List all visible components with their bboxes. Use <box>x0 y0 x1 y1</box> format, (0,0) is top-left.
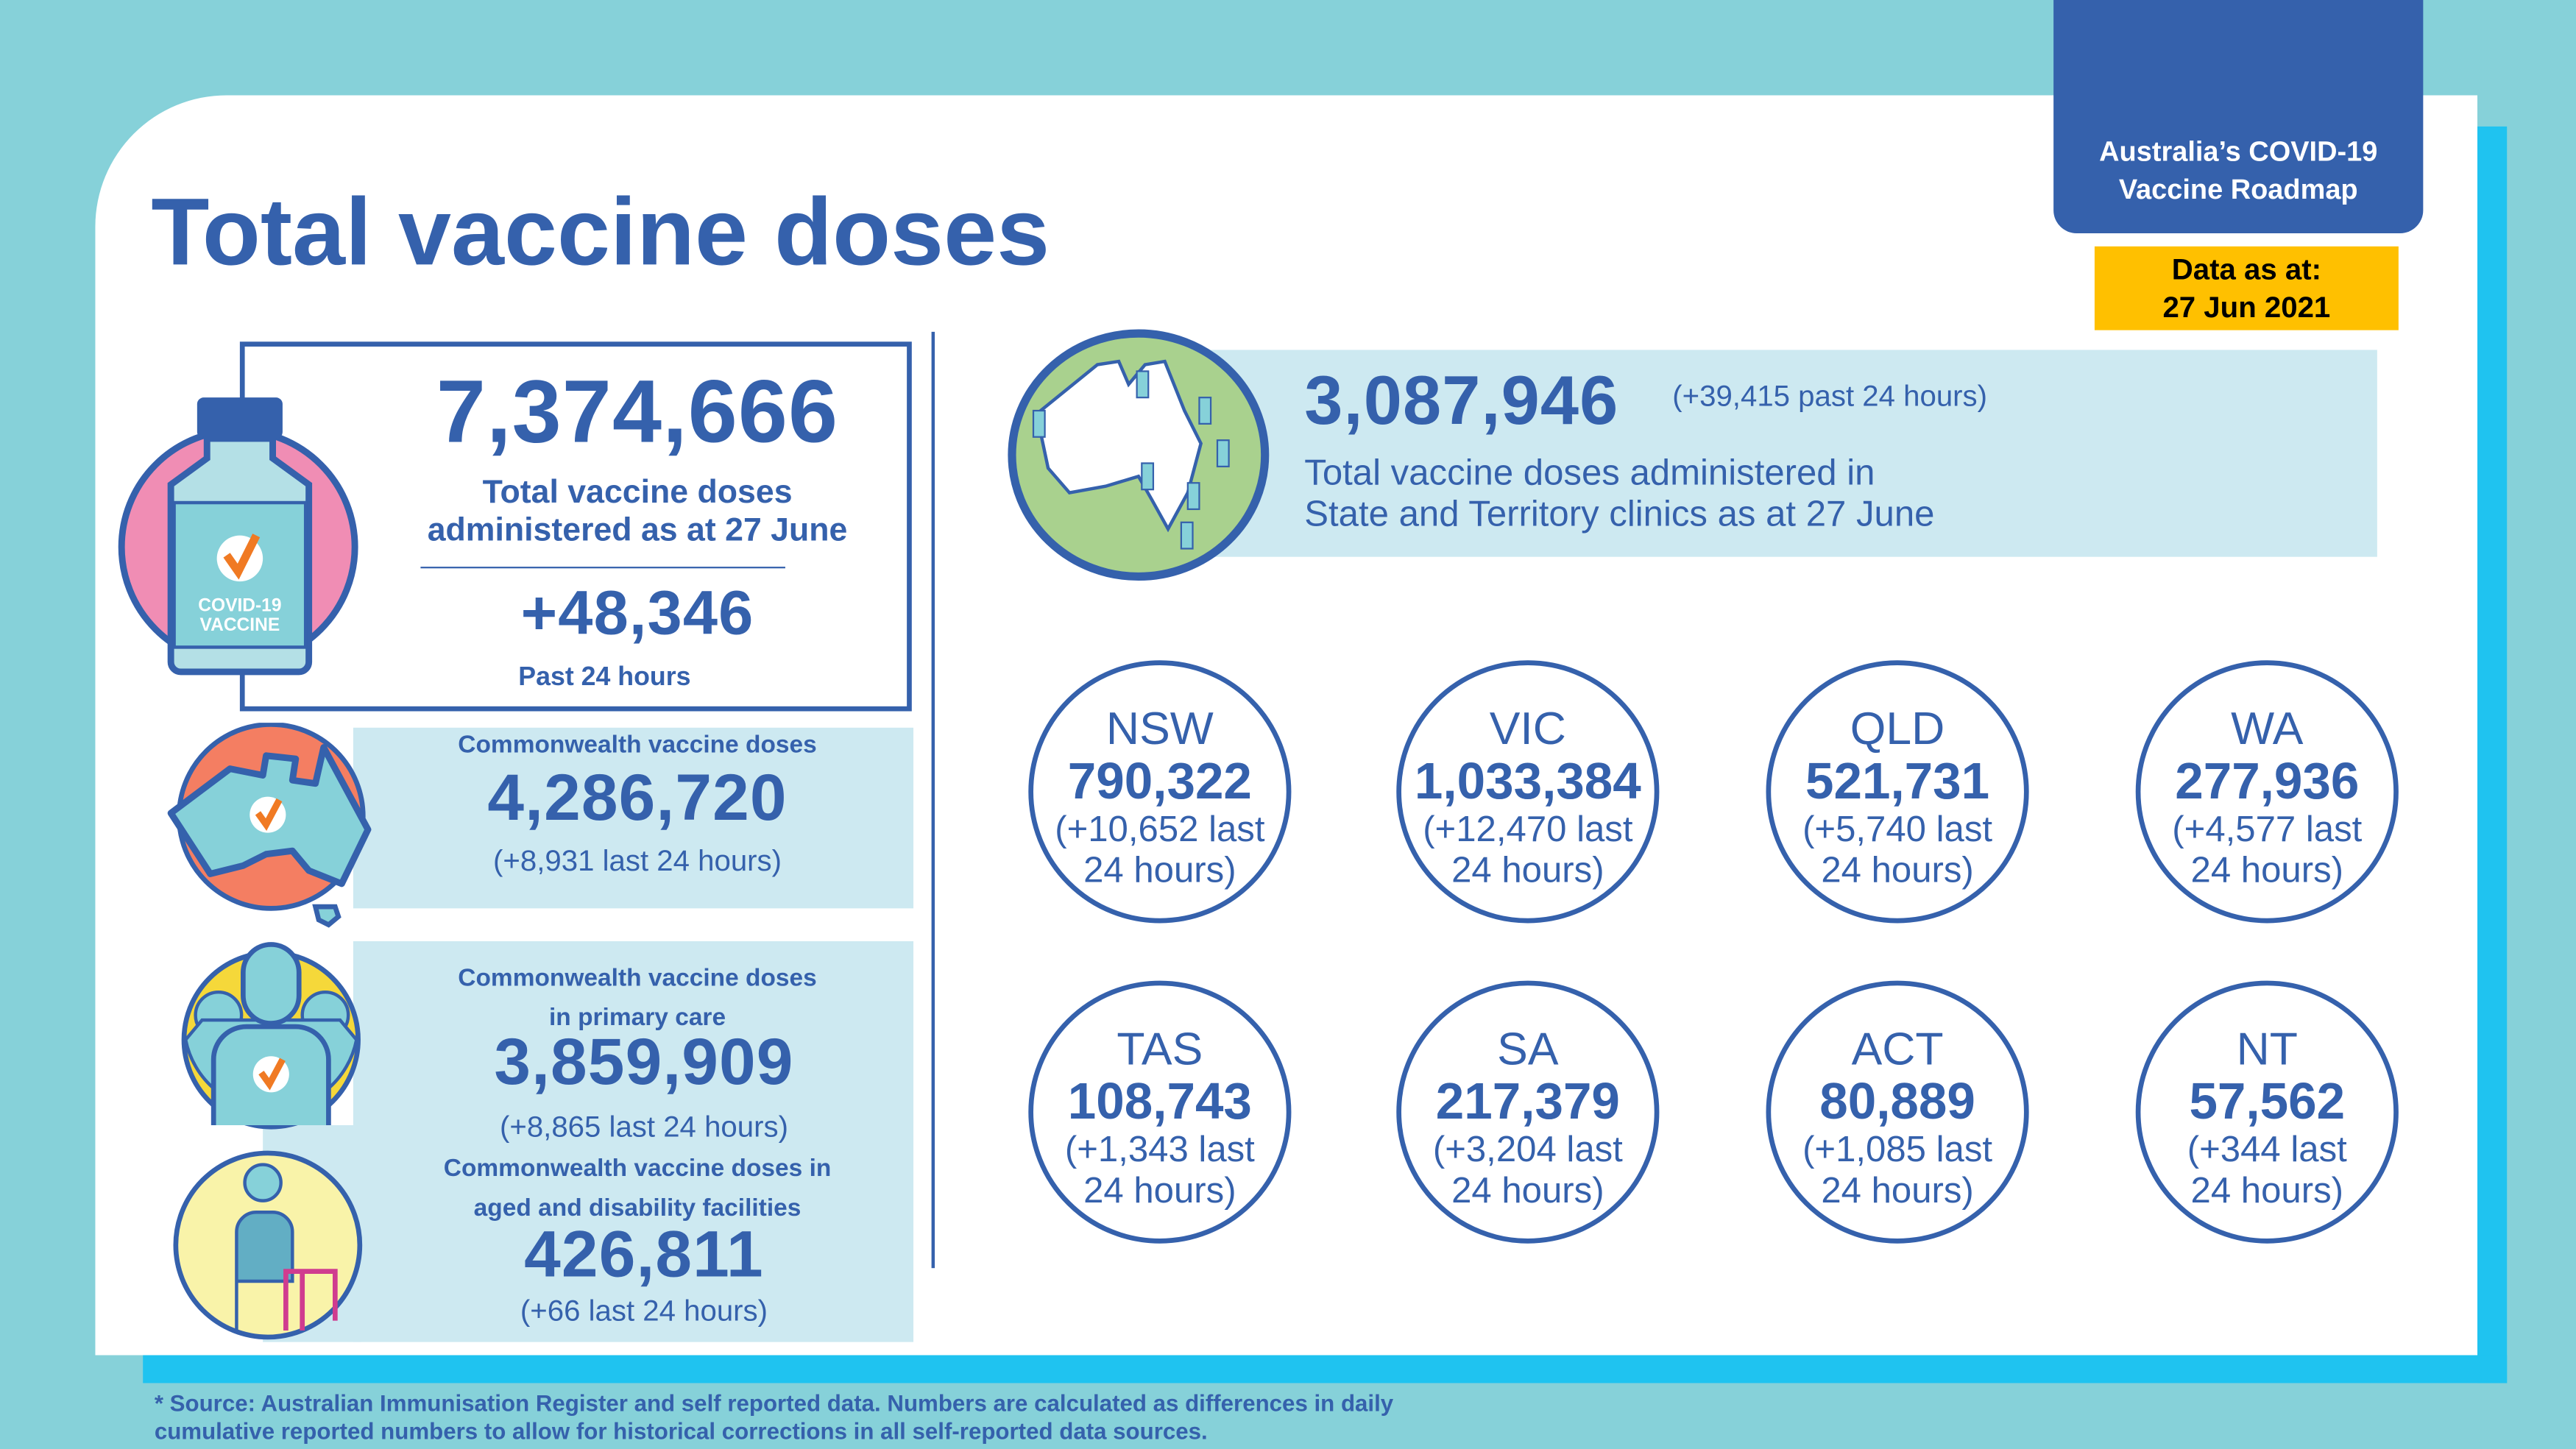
state-circle-vic: VIC 1,033,384 (+12,470 last 24 hours) <box>1396 660 1660 924</box>
data-as-at-date: 27 Jun 2021 <box>2162 291 2331 324</box>
aged-care-value: 426,811 <box>524 1219 764 1292</box>
vial-label-line2: VACCINE <box>200 615 280 635</box>
roadmap-line1: Australia’s COVID-19 <box>2099 136 2378 168</box>
state-change-line1: (+3,204 last <box>1432 1128 1623 1170</box>
state-total-label-line1: Total vaccine doses administered in <box>1304 451 1875 493</box>
footnote-line1: * Source: Australian Immunisation Regist… <box>154 1389 1394 1417</box>
state-change-line2: 24 hours) <box>1821 849 1974 890</box>
state-change-line1: (+12,470 last <box>1423 808 1633 849</box>
state-name: VIC <box>1489 703 1566 754</box>
total-change: +48,346 <box>520 579 754 649</box>
state-total-panel <box>1133 350 2377 557</box>
primary-care-value: 3,859,909 <box>494 1027 794 1099</box>
australia-clinics-map-icon <box>1008 329 1270 581</box>
page-title: Total vaccine doses <box>151 179 1050 286</box>
primary-care-label: Commonwealth vaccine doses in primary ca… <box>358 960 917 1038</box>
accent-strip-bottom <box>143 1355 2508 1384</box>
state-change-line1: (+10,652 last <box>1055 808 1265 849</box>
state-circle-wa: WA 277,936 (+4,577 last 24 hours) <box>2135 660 2399 924</box>
state-change-line2: 24 hours) <box>1451 849 1604 890</box>
australia-map-icon <box>167 723 372 928</box>
aged-care-label: Commonwealth vaccine doses in aged and d… <box>358 1149 917 1228</box>
state-change-line2: 24 hours) <box>1083 849 1236 890</box>
state-value: 1,033,384 <box>1414 752 1641 810</box>
state-total-label-line2: State and Territory clinics as at 27 Jun… <box>1304 492 1935 534</box>
state-circle-tas: TAS 108,743 (+1,343 last 24 hours) <box>1028 980 1292 1244</box>
primary-aged-panel <box>353 940 914 1342</box>
state-change-line1: (+1,085 last <box>1802 1128 1993 1170</box>
roadmap-badge: Australia’s COVID-19 Vaccine Roadmap <box>2053 0 2424 233</box>
commonwealth-change: (+8,931 last 24 hours) <box>493 844 782 877</box>
state-total-change: (+39,415 past 24 hours) <box>1672 379 1988 413</box>
state-value: 790,322 <box>1067 752 1252 810</box>
state-value: 57,562 <box>2189 1072 2346 1130</box>
state-total-value: 3,087,946 <box>1304 361 1619 439</box>
roadmap-line2: Vaccine Roadmap <box>2118 174 2358 206</box>
commonwealth-panel <box>353 727 914 909</box>
total-label: Total vaccine doses administered as at 2… <box>394 475 881 550</box>
state-change-line2: 24 hours) <box>2190 849 2344 890</box>
state-circle-act: ACT 80,889 (+1,085 last 24 hours) <box>1766 980 2029 1244</box>
state-name: QLD <box>1850 703 1945 754</box>
aged-care-label-line2: aged and disability facilities <box>473 1194 802 1222</box>
total-change-label: Past 24 hours <box>518 663 691 692</box>
vial-label-line1: COVID-19 <box>198 595 281 615</box>
state-value: 80,889 <box>1819 1072 1975 1130</box>
state-total-label: Total vaccine doses administered in Stat… <box>1304 452 1934 534</box>
state-change-line1: (+5,740 last <box>1802 808 1993 849</box>
state-value: 108,743 <box>1067 1072 1252 1130</box>
state-circle-qld: QLD 521,731 (+5,740 last 24 hours) <box>1766 660 2029 924</box>
aged-care-label-line1: Commonwealth vaccine doses in <box>443 1155 832 1183</box>
state-value: 277,936 <box>2175 752 2360 810</box>
state-change-line1: (+1,343 last <box>1064 1128 1255 1170</box>
state-name: NT <box>2236 1023 2298 1074</box>
primary-care-label-line1: Commonwealth vaccine doses <box>458 964 817 993</box>
primary-care-change: (+8,865 last 24 hours) <box>499 1110 788 1144</box>
data-as-at-label: Data as at: <box>2171 252 2321 286</box>
state-circle-nt: NT 57,562 (+344 last 24 hours) <box>2135 980 2399 1244</box>
divider <box>931 331 935 1269</box>
total-separator <box>420 567 785 569</box>
state-name: NSW <box>1105 703 1214 754</box>
vaccine-vial-icon: COVID-19 VACCINE <box>118 397 358 676</box>
footnote-line2: cumulative reported numbers to allow for… <box>154 1417 1208 1445</box>
state-value: 521,731 <box>1805 752 1990 810</box>
total-label-line2: administered as at 27 June <box>427 512 848 549</box>
state-circle-sa: SA 217,379 (+3,204 last 24 hours) <box>1396 980 1660 1244</box>
state-change-line2: 24 hours) <box>1821 1169 1974 1211</box>
state-name: TAS <box>1117 1023 1203 1074</box>
state-change-line1: (+344 last <box>2187 1128 2347 1170</box>
total-label-line1: Total vaccine doses <box>482 475 793 511</box>
state-value: 217,379 <box>1435 1072 1620 1130</box>
state-change-line1: (+4,577 last <box>2172 808 2363 849</box>
footnote: * Source: Australian Immunisation Regist… <box>155 1389 1393 1445</box>
state-name: WA <box>2231 703 2304 754</box>
state-change-line2: 24 hours) <box>1451 1169 1604 1211</box>
total-value: 7,374,666 <box>436 363 839 462</box>
state-circle-nsw: NSW 790,322 (+10,652 last 24 hours) <box>1028 660 1292 924</box>
commonwealth-label: Commonwealth vaccine doses <box>458 731 817 759</box>
commonwealth-value: 4,286,720 <box>487 762 788 835</box>
aged-care-change: (+66 last 24 hours) <box>520 1294 768 1328</box>
data-as-at-badge: Data as at: 27 Jun 2021 <box>2094 246 2399 330</box>
state-name: SA <box>1497 1023 1559 1074</box>
primary-care-label-line2: in primary care <box>549 1003 726 1032</box>
people-group-icon <box>181 942 361 1130</box>
accent-strip-right <box>2477 126 2508 1384</box>
aged-care-walker-icon <box>173 1150 363 1340</box>
state-name: ACT <box>1851 1023 1944 1074</box>
state-change-line2: 24 hours) <box>1083 1169 1236 1211</box>
state-change-line2: 24 hours) <box>2190 1169 2344 1211</box>
